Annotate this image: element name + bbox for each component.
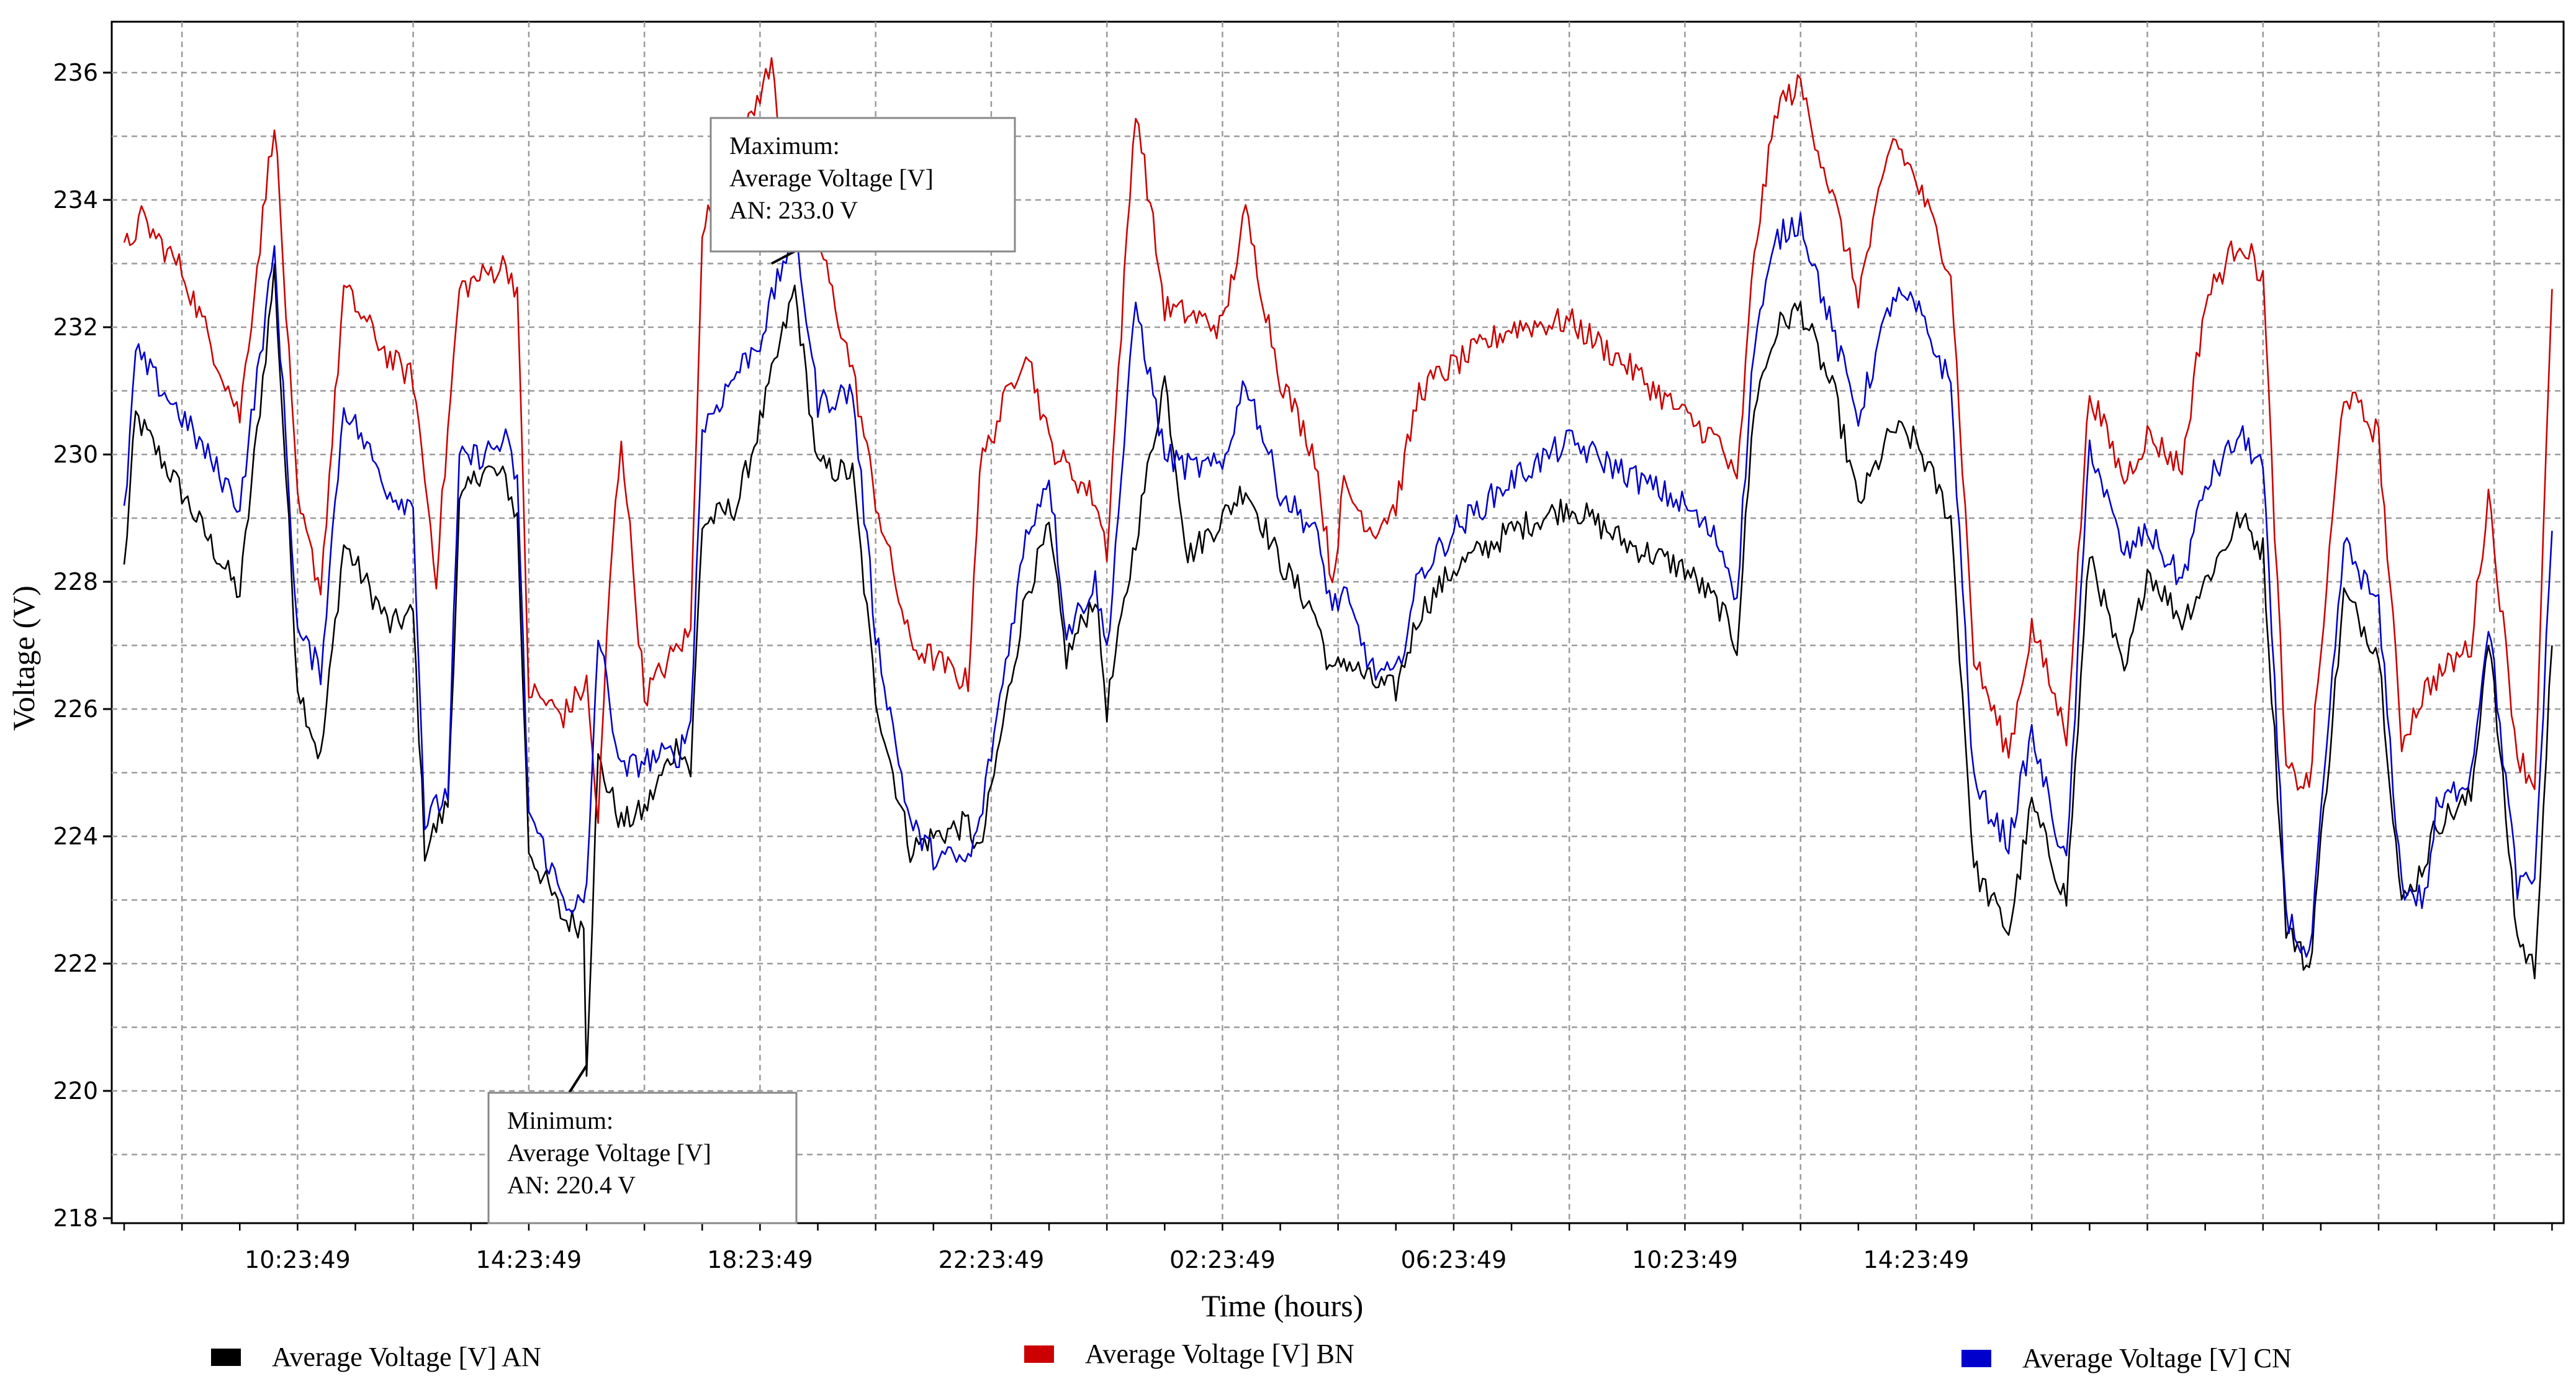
series-lines	[123, 57, 2553, 1077]
x-tick-label: 14:23:49	[1863, 1246, 1970, 1273]
x-tick-label: 10:23:49	[245, 1246, 351, 1273]
y-tick-label: 228	[53, 568, 98, 595]
annotation-line: Average Voltage [V]	[729, 164, 934, 192]
y-tick-label: 232	[53, 314, 98, 341]
series-line-bn	[123, 57, 2553, 824]
x-tick-label: 18:23:49	[707, 1246, 813, 1273]
x-axis-title: Time (hours)	[1202, 1288, 1364, 1323]
x-tick-label: 02:23:49	[1169, 1246, 1276, 1273]
y-tick-label: 222	[53, 950, 98, 977]
x-tick-label: 14:23:49	[476, 1246, 582, 1273]
annotation-line: AN: 233.0 V	[729, 196, 858, 224]
y-tick-label: 234	[53, 186, 98, 214]
legend-swatch	[211, 1349, 241, 1366]
y-tick-label: 230	[53, 441, 98, 468]
annotations: Maximum: Average Voltage [V] AN: 233.0 V Mi…	[487, 117, 1016, 1224]
annotation-leader	[771, 250, 795, 265]
legend-item: Average Voltage [V] CN	[1961, 1343, 2292, 1373]
legend: Average Voltage [V] AN Average Voltage [V…	[211, 1339, 2292, 1373]
annotation-line: Average Voltage [V]	[507, 1139, 711, 1167]
legend-label: Average Voltage [V] CN	[2022, 1343, 2292, 1373]
x-tick-label: 22:23:49	[939, 1246, 1045, 1273]
legend-swatch	[1024, 1345, 1054, 1363]
x-axis-ticks: 10:23:49 14:23:49 18:23:49 22:23:49 02:23:49…	[123, 1223, 2553, 1273]
x-tick-label: 10:23:49	[1632, 1246, 1738, 1273]
annotation-line: Minimum:	[507, 1106, 613, 1134]
annotation-minimum: Minimum: Average Voltage [V] AN: 220.4 V	[487, 1064, 798, 1224]
x-tick-label: 06:23:49	[1401, 1246, 1507, 1273]
y-axis-title: Voltage (V)	[6, 585, 41, 731]
annotation-box	[487, 1092, 798, 1224]
legend-label: Average Voltage [V] BN	[1085, 1339, 1354, 1369]
annotation-box	[709, 117, 1016, 253]
legend-item: Average Voltage [V] BN	[1024, 1339, 1354, 1369]
y-tick-label: 236	[53, 59, 98, 86]
series-line-an	[123, 263, 2553, 1077]
legend-item: Average Voltage [V] AN	[211, 1342, 541, 1372]
y-tick-label: 226	[53, 695, 98, 723]
y-tick-label: 220	[53, 1077, 98, 1105]
series-line-cn	[123, 212, 2553, 958]
annotation-leader	[568, 1064, 588, 1094]
y-tick-label: 218	[53, 1205, 98, 1232]
annotation-line: Maximum:	[729, 132, 840, 160]
y-axis-ticks: 218 220 222 224 226 228 230 232 234 236	[53, 59, 112, 1232]
y-tick-label: 224	[53, 823, 98, 850]
legend-swatch	[1961, 1350, 1991, 1367]
legend-label: Average Voltage [V] AN	[272, 1342, 541, 1372]
annotation-maximum: Maximum: Average Voltage [V] AN: 233.0 V	[709, 117, 1016, 265]
annotation-line: AN: 220.4 V	[507, 1171, 636, 1199]
